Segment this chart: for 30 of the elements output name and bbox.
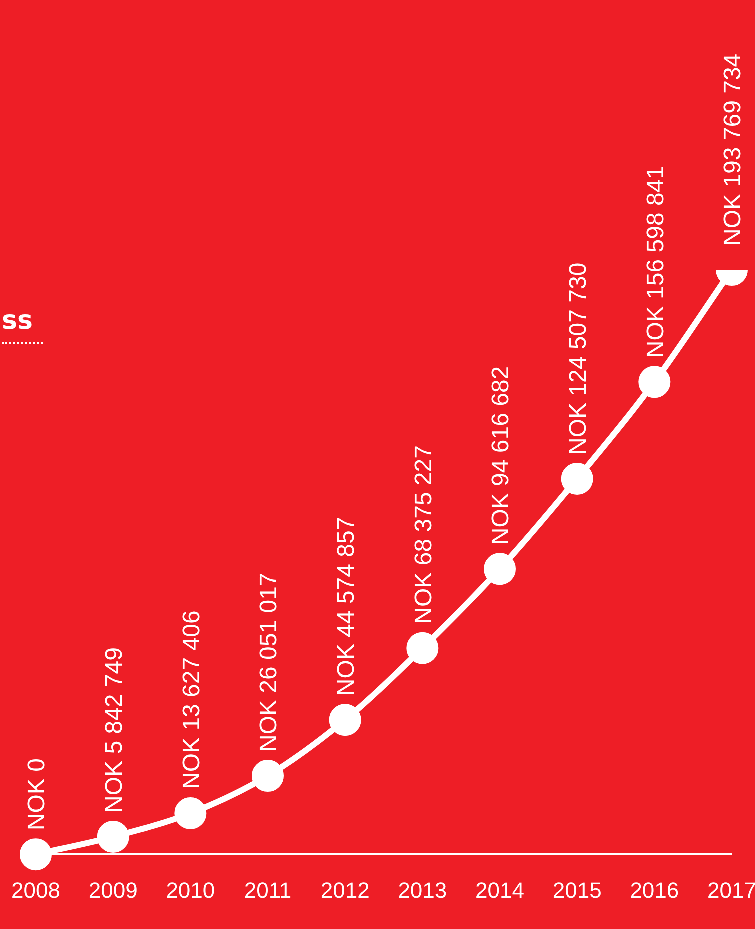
point xyxy=(561,462,594,495)
x-tick-label: 2011 xyxy=(244,878,292,903)
x-tick-label: 2017 xyxy=(708,878,755,903)
point xyxy=(97,820,130,853)
data-label: NOK 156 598 841 xyxy=(642,166,670,358)
x-tick-label: 2009 xyxy=(88,878,138,903)
data-label: NOK 26 051 017 xyxy=(256,573,283,752)
data-label: NOK 124 507 730 xyxy=(564,262,592,455)
data-label: NOK 68 375 227 xyxy=(410,446,438,624)
text: ss xyxy=(2,306,43,344)
data-label: NOK 193 769 734 xyxy=(720,54,747,246)
data-label: NOK 5 842 749 xyxy=(100,648,128,813)
point xyxy=(174,797,207,830)
x-tick-label: 2013 xyxy=(398,878,448,903)
x-tick-label: 2014 xyxy=(476,878,524,903)
x-tick-label: 2010 xyxy=(166,878,216,903)
point xyxy=(484,553,516,586)
data-label: NOK 13 627 406 xyxy=(178,610,206,790)
x-tick-label: 2016 xyxy=(630,878,680,903)
x-tick-label: 2008 xyxy=(12,878,60,903)
point xyxy=(329,704,362,736)
point xyxy=(638,366,671,398)
x-tick-label: 2015 xyxy=(552,878,602,903)
x-tick-label: 2012 xyxy=(320,878,370,903)
point xyxy=(406,632,439,664)
point xyxy=(252,760,284,792)
point xyxy=(20,838,52,871)
data-label: NOK 94 616 682 xyxy=(488,366,515,546)
data-label: NOK 44 574 857 xyxy=(332,517,360,696)
data-label: NOK 0 xyxy=(24,758,51,831)
